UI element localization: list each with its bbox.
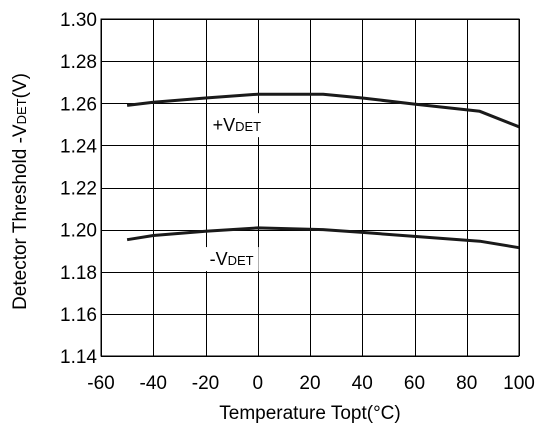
x-tick-label: 80 bbox=[456, 373, 477, 394]
y-tick-labels: 1.14 1.16 1.18 1.20 1.22 1.24 1.26 1.28 1.30 bbox=[60, 10, 97, 368]
series-label-prefix: +V bbox=[213, 115, 236, 135]
y-tick-label: 1.16 bbox=[60, 305, 97, 326]
y-axis-title: Detector Threshold -VDET(V) bbox=[10, 73, 31, 310]
series-label-subscript: DET bbox=[235, 119, 261, 134]
x-tick-label: -60 bbox=[87, 373, 114, 394]
y-tick-label: 1.14 bbox=[60, 347, 97, 368]
series-label-subscript: DET bbox=[228, 253, 254, 268]
x-tick-label: 20 bbox=[299, 373, 320, 394]
series-label: -VDET bbox=[210, 249, 254, 269]
series-labels: +VDET-VDET bbox=[204, 113, 267, 272]
y-axis-title-prefix: Detector Threshold -V bbox=[10, 124, 31, 310]
x-tick-label: 100 bbox=[503, 373, 535, 394]
x-axis-title: Temperature Topt(°C) bbox=[219, 403, 400, 424]
y-tick-label: 1.30 bbox=[60, 10, 97, 31]
x-tick-label: 0 bbox=[252, 373, 263, 394]
y-tick-label: 1.20 bbox=[60, 221, 97, 242]
plot-area-border bbox=[100, 18, 520, 357]
series-label-background bbox=[207, 113, 267, 138]
x-tick-label: -20 bbox=[192, 373, 219, 394]
x-tick-labels: -60 -40 -20 0 20 40 60 80 100 bbox=[87, 373, 535, 394]
y-axis-title-subscript: DET bbox=[14, 98, 29, 124]
series-label-prefix: -V bbox=[210, 249, 228, 269]
y-axis-title-suffix: (V) bbox=[10, 73, 31, 98]
y-tick-label: 1.26 bbox=[60, 94, 97, 115]
series-line-minus-vdet bbox=[126, 226, 520, 250]
series-label: +VDET bbox=[213, 115, 262, 135]
y-tick-label: 1.28 bbox=[60, 52, 97, 73]
y-tick-label: 1.24 bbox=[60, 136, 97, 157]
x-tick-label: 60 bbox=[404, 373, 425, 394]
series-lines bbox=[126, 92, 520, 250]
x-tick-label: 40 bbox=[352, 373, 373, 394]
series-label-background bbox=[204, 247, 259, 272]
y-tick-label: 1.18 bbox=[60, 263, 97, 284]
x-tick-label: -40 bbox=[140, 373, 167, 394]
y-tick-label: 1.22 bbox=[60, 179, 97, 200]
grid bbox=[101, 19, 520, 357]
series-line-plus-vdet bbox=[126, 92, 520, 129]
